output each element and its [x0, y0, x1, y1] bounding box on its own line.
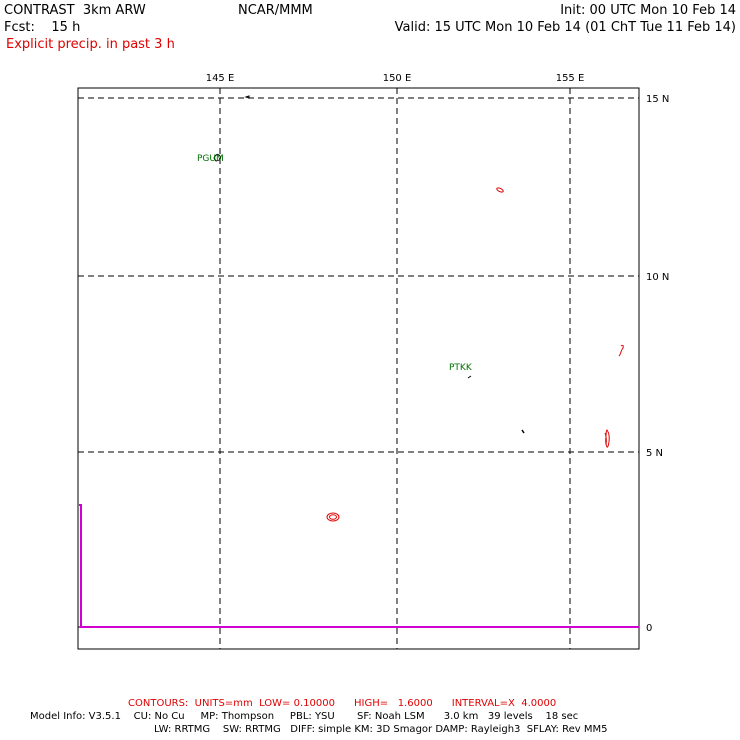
lat-label: 0 — [646, 623, 652, 634]
precip-contour — [618, 344, 624, 357]
lon-label: 145 E — [206, 73, 235, 84]
field-description: Explicit precip. in past 3 h — [6, 37, 175, 52]
precip-contour — [496, 187, 504, 193]
model-info-line1: Model Info: V3.5.1 CU: No Cu MP: Thompso… — [30, 711, 579, 722]
model-info-line2: LW: RRTMG SW: RRTMG DIFF: simple KM: 3D … — [154, 724, 608, 735]
lon-label: 150 E — [383, 73, 412, 84]
precip-contour — [326, 512, 340, 522]
domain-boundary — [79, 504, 639, 628]
lat-label: 15 N — [646, 94, 669, 105]
precip-contour — [329, 514, 337, 520]
island-coastline — [244, 95, 250, 99]
center-label: NCAR/MMM — [238, 3, 313, 18]
lat-label: 10 N — [646, 272, 669, 283]
contour-info: CONTOURS: UNITS=mm LOW= 0.10000 HIGH= 1.… — [128, 698, 557, 709]
forecast-hour: Fcst: 15 h — [4, 20, 81, 35]
guam-coastline — [213, 153, 221, 162]
plot-title: CONTRAST 3km ARW — [4, 3, 146, 18]
lon-label: 155 E — [556, 73, 585, 84]
station-label: PGUM — [197, 154, 224, 164]
island-coastline — [521, 429, 525, 434]
precip-contour — [605, 429, 610, 448]
lat-label: 5 N — [646, 448, 663, 459]
chuuk-coastline — [467, 375, 472, 379]
station-label: PTKK — [449, 363, 473, 373]
init-time: Init: 00 UTC Mon 10 Feb 14 — [560, 3, 736, 18]
valid-time: Valid: 15 UTC Mon 10 Feb 14 (01 ChT Tue … — [394, 20, 736, 35]
map-frame — [77, 87, 640, 650]
precip-contour — [604, 432, 607, 446]
